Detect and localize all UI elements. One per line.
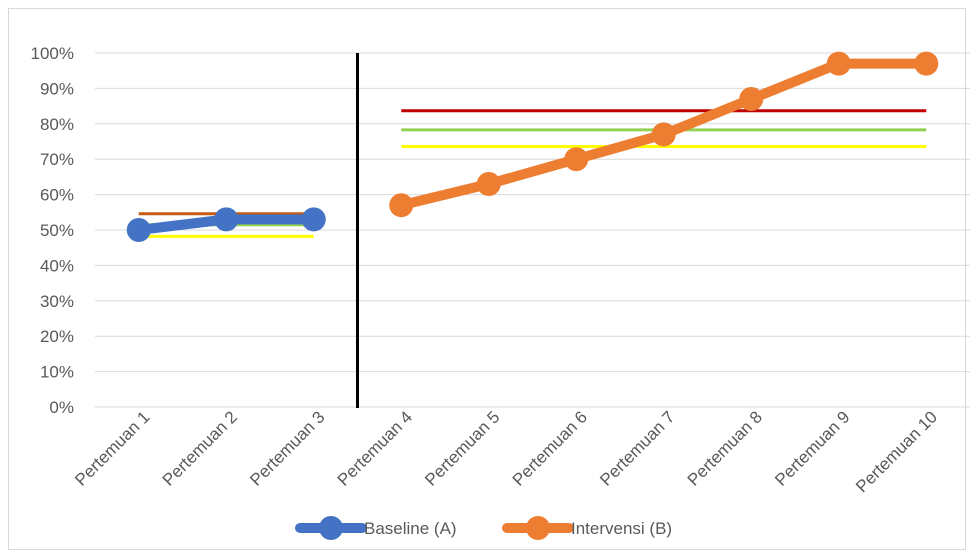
x-tick-label: Pertemuan 9 [771,407,853,489]
x-tick-label: Pertemuan 2 [159,407,241,489]
x-tick-label: Pertemuan 3 [246,407,328,489]
legend-label: Baseline (A) [364,519,457,538]
data-point [564,147,589,172]
x-axis-ticks: Pertemuan 1 Pertemuan 2 Pertemuan 3 Pertemu… [71,407,941,496]
y-tick-label: 70% [40,150,74,169]
x-tick-label: Pertemuan 10 [852,407,941,496]
x-tick-label: Pertemuan 8 [684,407,766,489]
x-tick-label: Pertemuan 6 [509,407,591,489]
legend: Baseline (A) Intervensi (B) [295,516,672,540]
data-point [914,51,939,76]
data-point [126,218,151,242]
x-tick-label: Pertemuan 4 [334,407,416,489]
y-tick-label: 50% [40,221,74,240]
data-point [476,171,501,196]
chart-frame [8,8,966,550]
data-point [389,193,414,218]
y-tick-label: 30% [40,292,74,311]
y-tick-label: 90% [40,79,74,98]
y-tick-label: 0% [49,398,74,417]
x-tick-label: Pertemuan 1 [71,407,153,489]
x-tick-label: Pertemuan 5 [421,407,503,489]
data-point [301,207,326,232]
x-tick-label: Pertemuan 7 [596,407,678,489]
y-tick-label: 20% [40,327,74,346]
y-tick-label: 40% [40,256,74,275]
data-point [214,207,239,232]
y-tick-label: 60% [40,186,74,205]
y-tick-label: 80% [40,115,74,134]
legend-label: Intervensi (B) [571,519,672,538]
gridlines [95,52,970,408]
data-point [739,87,764,112]
series-layer [126,51,939,242]
y-tick-label: 10% [40,363,74,382]
y-axis-ticks: 0% 10% 20% 30% 40% 50% 60% 70% 80% 90% 100% [31,44,74,417]
data-point [826,51,851,76]
y-tick-label: 100% [31,44,74,63]
legend-swatch-marker [319,516,343,540]
data-point [651,122,676,147]
legend-swatch-marker [526,516,550,540]
